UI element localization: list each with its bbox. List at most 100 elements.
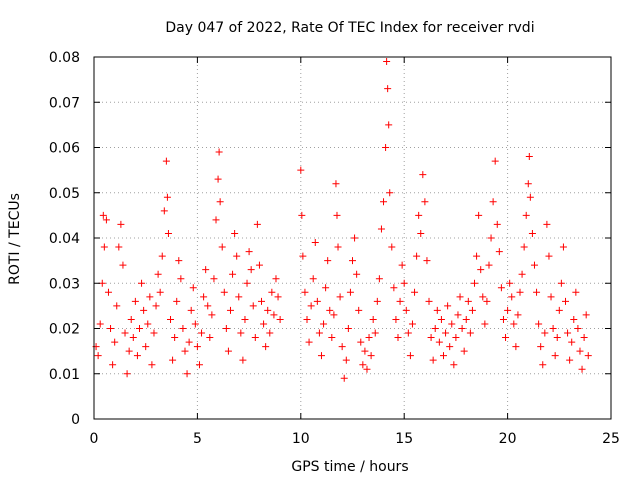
data-point: [208, 311, 216, 319]
data-point: [307, 302, 315, 310]
data-point: [388, 243, 396, 251]
data-point: [487, 234, 495, 242]
data-point: [239, 356, 247, 364]
data-point: [107, 325, 115, 332]
data-point: [460, 347, 468, 355]
data-point: [268, 288, 276, 296]
data-point: [344, 325, 352, 332]
data-point: [167, 315, 175, 323]
data-point: [535, 320, 543, 328]
data-point: [123, 370, 131, 378]
data-point: [574, 325, 582, 332]
data-point: [361, 347, 369, 355]
data-point: [233, 252, 241, 260]
data-point: [299, 252, 307, 260]
data-point: [400, 279, 408, 287]
data-point: [129, 334, 137, 342]
data-point: [514, 311, 522, 319]
data-point: [127, 315, 135, 323]
data-point: [195, 361, 203, 369]
data-point: [138, 279, 146, 287]
data-point: [355, 306, 363, 314]
data-point: [384, 85, 392, 93]
data-point: [502, 334, 510, 342]
data-point: [446, 343, 454, 351]
data-point: [562, 297, 570, 305]
data-point: [154, 270, 162, 278]
data-point: [215, 148, 223, 156]
data-point: [315, 329, 323, 337]
data-point: [408, 320, 416, 328]
data-point: [491, 157, 499, 165]
data-point: [338, 343, 346, 351]
x-tick-label: 20: [499, 431, 517, 447]
data-point: [392, 315, 400, 323]
data-point: [119, 261, 127, 269]
data-point: [564, 329, 572, 337]
data-point: [504, 306, 512, 314]
data-point: [342, 356, 350, 364]
data-point: [152, 302, 160, 310]
data-point: [524, 180, 532, 188]
data-point: [113, 302, 121, 310]
data-point: [396, 297, 404, 305]
data-point: [417, 229, 425, 237]
data-point: [448, 320, 456, 328]
data-point: [373, 297, 381, 305]
data-point: [171, 334, 179, 342]
data-point: [173, 297, 181, 305]
data-point: [425, 297, 433, 305]
data-point: [220, 288, 228, 296]
data-point: [179, 325, 187, 332]
data-point: [385, 121, 393, 129]
data-point: [485, 261, 493, 269]
data-point: [365, 334, 373, 342]
data-point: [419, 171, 427, 179]
data-point: [444, 302, 452, 310]
data-point: [383, 58, 391, 66]
data-point: [274, 293, 282, 301]
data-point: [382, 144, 390, 151]
data-point: [386, 189, 394, 197]
data-point: [415, 211, 423, 219]
data-point: [541, 329, 549, 337]
data-point: [212, 216, 220, 224]
data-point: [547, 293, 555, 301]
data-point: [508, 293, 516, 301]
data-point: [357, 338, 365, 346]
data-point: [251, 334, 259, 342]
data-point: [156, 288, 164, 296]
data-point: [185, 338, 193, 346]
data-point: [522, 211, 530, 219]
data-point: [584, 352, 592, 360]
y-tick-label: 0.02: [49, 322, 80, 338]
data-point: [578, 365, 586, 373]
y-tick-label: 0.07: [49, 95, 80, 111]
data-point: [367, 352, 375, 360]
data-point: [226, 306, 234, 314]
data-point: [255, 261, 263, 269]
data-point: [206, 334, 214, 342]
data-point: [189, 284, 197, 292]
data-point: [413, 252, 421, 260]
data-point: [187, 306, 195, 314]
data-point: [202, 266, 210, 274]
y-tick-label: 0.06: [49, 141, 80, 157]
data-point: [317, 352, 325, 360]
data-point: [276, 315, 284, 323]
data-point: [568, 338, 576, 346]
data-point: [330, 311, 338, 319]
data-point: [181, 347, 189, 355]
data-point: [333, 211, 341, 219]
data-point: [346, 288, 354, 296]
y-axis-label: ROTI / TECUs: [7, 193, 23, 285]
data-point: [163, 193, 171, 201]
data-point: [555, 306, 563, 314]
data-point: [363, 365, 371, 373]
data-point: [468, 306, 476, 314]
data-point: [380, 198, 388, 206]
data-point: [121, 329, 129, 337]
data-point: [466, 329, 474, 337]
data-point: [214, 175, 222, 183]
